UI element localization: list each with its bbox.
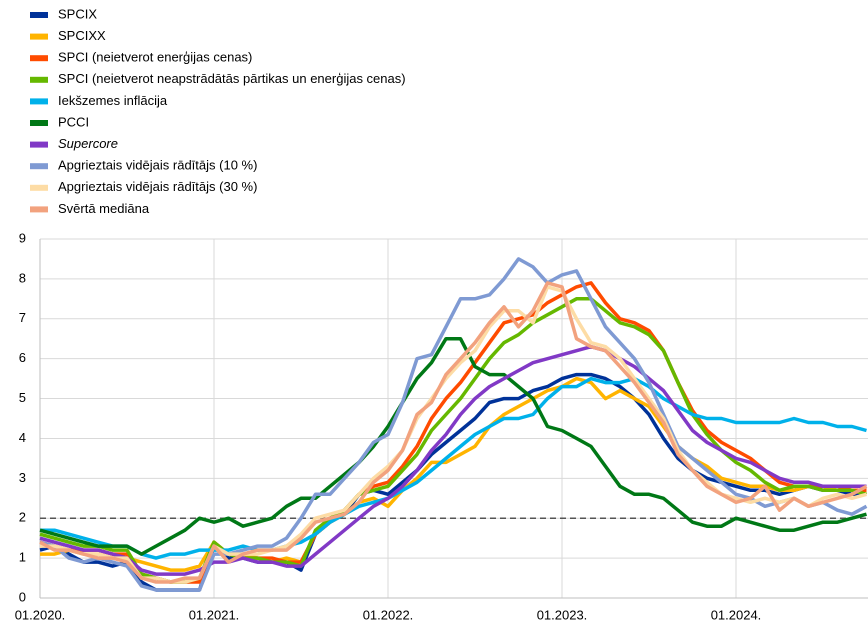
series-line <box>39 336 867 556</box>
legend-label: SPCIX <box>58 6 97 21</box>
legend-swatch <box>30 163 48 170</box>
legend-label: SPCI (neietverot neapstrādātās pārtikas … <box>58 71 406 86</box>
series-line <box>39 257 868 592</box>
y-tick-label: 1 <box>19 550 26 565</box>
y-tick-label: 5 <box>19 390 26 405</box>
legend-label: PCCI <box>58 114 89 129</box>
y-tick-label: 3 <box>19 470 26 485</box>
legend-label: Iekšzemes inflācija <box>58 93 168 108</box>
legend-label: Svērtā mediāna <box>58 201 150 216</box>
x-tick-label: 01.2020. <box>15 607 66 622</box>
series-line <box>39 344 867 576</box>
legend-swatch <box>30 184 48 191</box>
series-line <box>39 297 867 584</box>
series-line <box>39 281 868 584</box>
series-line <box>40 376 867 560</box>
legend-swatch <box>30 55 48 62</box>
series-line <box>40 376 867 572</box>
legend-label: Apgrieztais vidējais rādītājs (10 %) <box>58 158 257 173</box>
y-tick-label: 8 <box>19 270 26 285</box>
x-tick-label: 01.2021. <box>189 607 240 622</box>
legend-swatch <box>30 120 48 126</box>
legend-swatch <box>30 76 48 83</box>
x-tick-label: 01.2022. <box>363 607 414 622</box>
legend-label: SPCI (neietverot enerģijas cenas) <box>58 50 252 65</box>
series-line <box>39 281 867 584</box>
series-line <box>40 285 867 584</box>
y-tick-label: 7 <box>19 310 26 325</box>
legend-swatch <box>30 12 48 18</box>
y-tick-label: 6 <box>19 350 26 365</box>
y-tick-label: 4 <box>19 430 26 445</box>
legend-label: Apgrieztais vidējais rādītājs (30 %) <box>58 179 257 194</box>
legend-swatch <box>30 141 48 148</box>
legend-label: Supercore <box>58 136 118 151</box>
legend-label: SPCIXX <box>58 28 106 43</box>
x-tick-label: 01.2023. <box>537 607 588 622</box>
y-tick-label: 0 <box>19 589 26 604</box>
y-tick-label: 2 <box>19 510 26 525</box>
y-tick-label: 9 <box>19 230 26 245</box>
legend-swatch <box>30 98 48 105</box>
x-tick-label: 01.2024. <box>711 607 762 622</box>
legend-swatch <box>30 33 48 40</box>
legend-swatch <box>30 206 48 213</box>
